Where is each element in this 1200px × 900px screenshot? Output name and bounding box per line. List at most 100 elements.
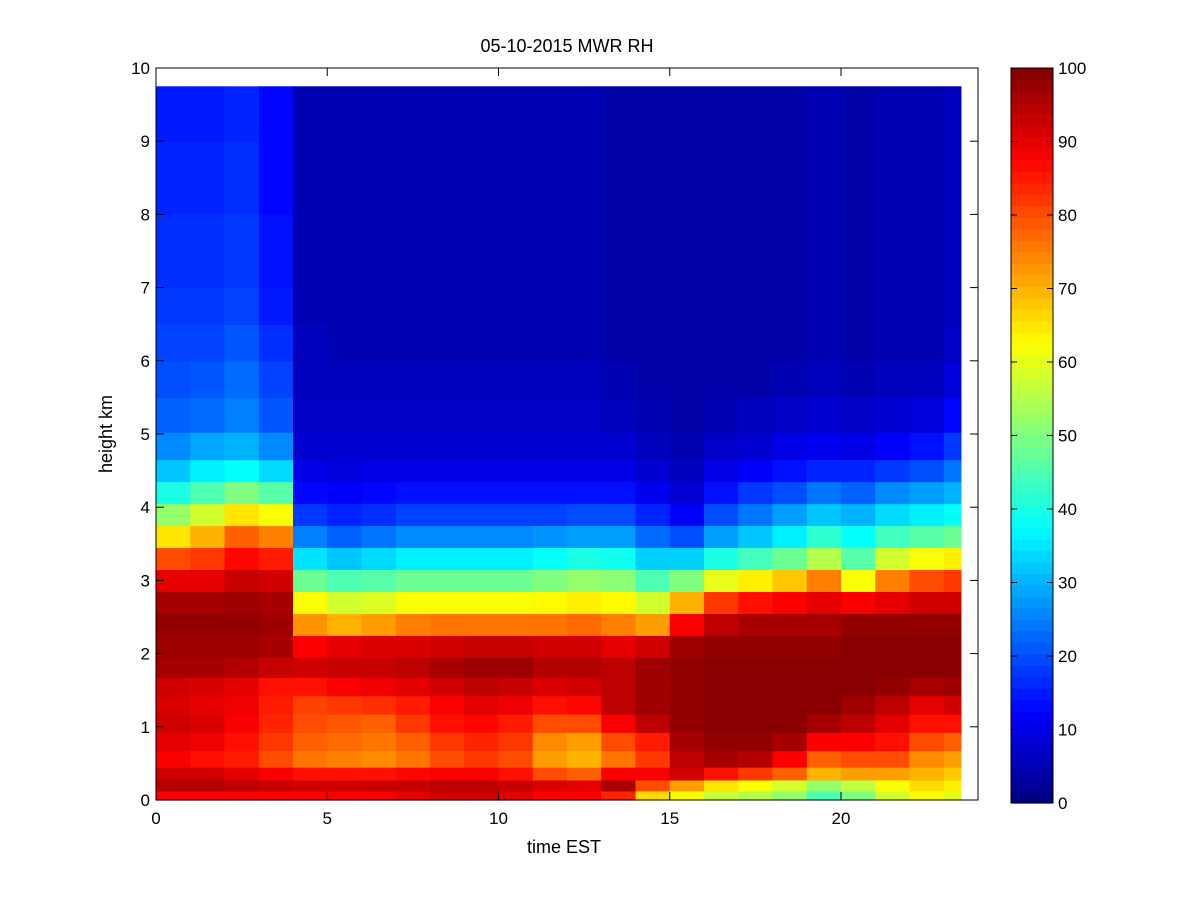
heatmap-cell [430,779,465,792]
heatmap-cell [293,86,328,106]
heatmap-cell [498,251,534,289]
heatmap-cell [361,695,397,715]
heatmap-cell [738,613,774,636]
heatmap-cell [190,525,226,549]
heatmap-cell [738,569,774,592]
heatmap-cell [738,591,774,614]
heatmap-cell [943,525,962,549]
heatmap-cell [395,713,431,733]
heatmap-cell [395,767,431,781]
heatmap-cell [567,459,602,483]
heatmap-cell [532,525,568,549]
heatmap-cell [738,525,774,549]
heatmap-cell [669,677,705,697]
heatmap-cell [909,779,945,792]
heatmap-cell [293,503,328,527]
heatmap-cell [498,713,534,733]
heatmap-cell [224,732,260,752]
heatmap-cell [841,481,876,505]
heatmap-cell [601,677,637,697]
heatmap-cell [909,481,945,505]
heatmap-cell [909,732,945,752]
heatmap-cell [395,732,431,752]
heatmap-cell [567,713,602,733]
heatmap-cell [156,750,191,768]
heatmap-cell [430,657,465,678]
colorbar-segment [1011,263,1053,276]
heatmap-cell [704,251,739,289]
heatmap-cell [738,177,774,215]
heatmap-cell [395,677,431,697]
heatmap-cell [567,657,602,678]
heatmap-cell [532,177,568,215]
heatmap-cell [601,251,637,289]
heatmap-cell [430,86,465,106]
heatmap-cell [806,677,842,697]
heatmap-cell [772,695,808,715]
heatmap-cell [293,251,328,289]
heatmap-cell [532,767,568,781]
heatmap-cell [293,214,328,252]
heatmap-cell [738,251,774,289]
heatmap-cell [909,459,945,483]
heatmap-cell [395,432,431,461]
heatmap-cell [293,481,328,505]
y-tick-label: 4 [141,498,150,517]
heatmap-cell [806,790,842,801]
heatmap-cell [635,251,671,289]
colorbar-tick-label: 100 [1058,59,1086,78]
heatmap-cell [567,750,602,768]
heatmap-cell [361,732,397,752]
heatmap-cell [806,732,842,752]
heatmap-cell [704,547,739,571]
heatmap-cell [258,432,294,461]
heatmap-cell [704,324,739,362]
heatmap-cell [430,287,465,325]
heatmap-cell [224,695,260,715]
heatmap-cell [190,779,226,792]
heatmap-cell [635,214,671,252]
colorbar-segment [1011,148,1053,161]
y-axis-label: height km [96,395,116,473]
heatmap-cell [772,104,808,142]
heatmap-cell [361,790,397,801]
heatmap-cell [224,459,260,483]
heatmap-cell [943,635,962,658]
heatmap-cell [943,569,962,592]
heatmap-cell [258,657,294,678]
heatmap-cell [224,177,260,215]
heatmap-cell [704,104,739,142]
heatmap-cell [943,432,962,461]
heatmap-cell [430,767,465,781]
heatmap-cell [190,695,226,715]
heatmap-cell [806,324,842,362]
heatmap-cell [909,613,945,636]
heatmap-cell [772,779,808,792]
heatmap-cell [293,432,328,461]
heatmap-cell [224,287,260,325]
heatmap-cell [738,713,774,733]
heatmap-cell [738,767,774,781]
heatmap-cell [567,695,602,715]
heatmap-cell [361,569,397,592]
colorbar-segment [1011,274,1053,287]
heatmap-cell [669,251,705,289]
x-tick-label: 20 [832,809,851,828]
heatmap-cell [635,459,671,483]
heatmap-cell [567,767,602,781]
colorbar-segment [1011,251,1053,264]
heatmap-cell [361,214,397,252]
heatmap-cell [327,677,363,697]
heatmap-cell [190,481,226,505]
heatmap-cell [190,141,226,179]
colorbar-segment [1011,734,1053,747]
heatmap-cell [327,713,363,733]
heatmap-cell [601,214,637,252]
colorbar-segment [1011,297,1053,310]
heatmap-cell [532,779,568,792]
heatmap-cell [224,547,260,571]
heatmap-cell [601,503,637,527]
heatmap-cell [190,86,226,106]
heatmap-cell [258,397,294,433]
heatmap-cell [498,287,534,325]
